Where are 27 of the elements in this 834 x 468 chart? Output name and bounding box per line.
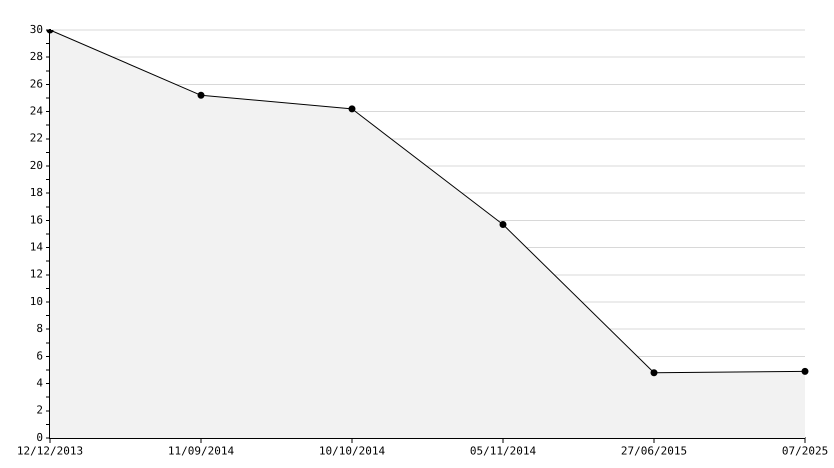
- point: [348, 105, 356, 112]
- y-tick-label: 2: [36, 404, 43, 417]
- x-tick-label: 12/12/2013: [16, 444, 84, 458]
- y-tick-label: 14: [30, 240, 44, 254]
- y-tick-label: 10: [30, 294, 43, 308]
- y-tick-label: 4: [36, 376, 44, 390]
- x-tick-label: 05/11/2014: [470, 444, 536, 458]
- y-tick-label: 24: [30, 104, 44, 118]
- point: [500, 220, 506, 228]
- y-tick-label: 30: [30, 22, 43, 36]
- y-tick-label: 18: [30, 186, 43, 200]
- y-tick-label: 6: [36, 349, 43, 362]
- x-tick-label: 10/10/2014: [318, 444, 386, 458]
- y-tick-label: 28: [30, 50, 43, 64]
- y-tick-label: 8: [36, 322, 43, 336]
- y-tick-label: 16: [30, 213, 43, 226]
- point: [198, 92, 204, 99]
- x-tick-label: 27/06/2015: [620, 444, 688, 458]
- x-tick-label: 07/2025: [782, 444, 828, 458]
- y-tick-label: 0: [36, 430, 43, 444]
- y-tick-label: 26: [30, 77, 43, 90]
- point: [802, 368, 808, 375]
- x-tick-label: 11/09/2014: [168, 444, 234, 458]
- y-tick-label: 12: [30, 268, 43, 281]
- y-tick-label: 22: [30, 132, 43, 145]
- y-tick-label: 20: [30, 158, 43, 172]
- point: [650, 369, 658, 376]
